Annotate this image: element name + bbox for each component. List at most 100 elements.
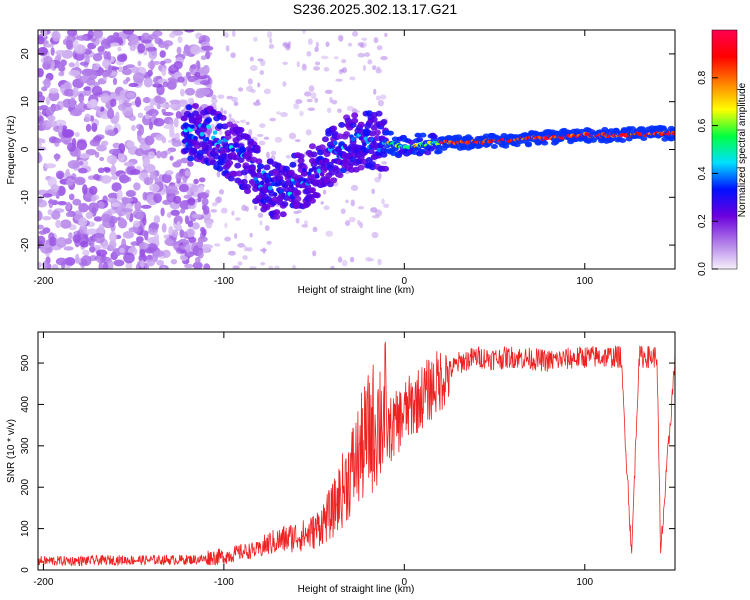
spectrogram-noise-cell	[306, 50, 312, 57]
spectrogram-noise-cell	[268, 44, 275, 49]
spectrogram-noise-cell	[78, 202, 89, 213]
spectrogram-noise-cell	[90, 240, 95, 247]
spectrogram-noise-cell	[347, 42, 353, 47]
spectrogram-halo-cell	[192, 103, 200, 110]
spectrogram-noise-cell	[45, 106, 55, 116]
spectrogram-ridge-cell	[256, 168, 262, 173]
spectrogram-ridge-cell	[199, 131, 205, 137]
spectrogram-noise-cell	[38, 94, 46, 103]
spectrogram-noise-cell	[58, 71, 65, 77]
spectrogram-halo-cell	[226, 159, 234, 166]
spectrogram-noise-cell	[38, 137, 44, 144]
spectrogram-noise-cell	[282, 61, 288, 66]
spectrogram-noise-cell	[75, 253, 80, 264]
spectrogram-noise-cell	[96, 144, 107, 152]
x-tick-label: 0	[402, 276, 408, 287]
spectrogram-noise-cell	[257, 82, 261, 88]
spectrogram-noise-cell	[377, 99, 384, 107]
spectrogram-noise-cell	[137, 43, 146, 54]
spectrogram-halo-cell	[435, 149, 443, 155]
spectrogram-noise-cell	[51, 210, 61, 220]
spectrogram-noise-cell	[374, 176, 381, 183]
spectrogram-noise-cell	[249, 232, 253, 238]
spectrogram-halo-cell	[430, 134, 438, 140]
spectrogram-noise-cell	[125, 261, 133, 269]
spectrogram-noise-cell	[55, 170, 65, 180]
spectrogram-noise-cell	[148, 48, 158, 60]
spectrogram-noise-cell	[113, 259, 125, 267]
spectrogram-noise-cell	[153, 249, 165, 257]
spectrogram-noise-cell	[187, 228, 194, 238]
spectrogram-ridge-cell	[288, 184, 294, 189]
spectrogram-noise-cell	[153, 117, 165, 127]
chart-title: S236.2025.302.13.17.G21	[292, 1, 458, 17]
spectrogram-noise-cell	[169, 155, 174, 161]
spectrogram-noise-cell	[180, 208, 186, 214]
spectrogram-noise-cell	[38, 230, 47, 235]
spectrogram-noise-cell	[43, 55, 53, 65]
spectrogram-noise-cell	[80, 241, 89, 248]
spectrogram-noise-cell	[125, 190, 136, 197]
spectrogram-halo-cell	[294, 195, 302, 202]
spectrogram-ridge-cell	[246, 155, 252, 161]
colorbar-gradient	[711, 29, 738, 270]
spectrogram-noise-cell	[190, 64, 197, 70]
spectrogram-noise-cell	[38, 110, 42, 117]
spectrogram-noise-cell	[320, 201, 324, 205]
spectrogram-noise-cell	[109, 239, 117, 250]
spectrogram-noise-cell	[170, 209, 181, 216]
spectrogram-noise-cell	[149, 183, 160, 193]
spectrogram-halo-cell	[234, 162, 242, 169]
spectrogram-noise-cell	[79, 224, 88, 234]
spectrogram-noise-cell	[73, 39, 79, 51]
spectrogram-noise-cell	[330, 265, 335, 269]
spectrogram-noise-cell	[340, 208, 346, 215]
spectrogram-noise-cell	[184, 170, 191, 177]
spectrogram-noise-cell	[94, 233, 105, 244]
spectrogram-noise-cell	[68, 193, 75, 201]
spectrogram-noise-cell	[371, 188, 376, 195]
spectrogram-noise-cell	[93, 173, 100, 181]
spectrogram-noise-cell	[379, 94, 387, 100]
spectrogram-noise-cell	[74, 147, 81, 159]
spectrogram-noise-cell	[60, 219, 72, 229]
spectrogram-noise-cell	[65, 211, 73, 218]
spectrogram-noise-cell	[178, 100, 189, 107]
spectrogram-noise-cell	[60, 84, 66, 94]
spectrogram-ridge-cell	[376, 147, 382, 152]
spectrogram-noise-cell	[381, 198, 385, 205]
spectrogram-noise-cell	[38, 146, 47, 152]
spectrogram-noise-cell	[246, 85, 254, 92]
spectrogram-noise-cell	[308, 85, 315, 92]
spectrogram-noise-cell	[38, 224, 44, 230]
spectrogram-noise-cell	[146, 243, 158, 252]
spectrogram-noise-cell	[47, 115, 56, 122]
spectrogram-noise-cell	[266, 240, 272, 245]
spectrogram-noise-cell	[116, 189, 123, 201]
spectrogram-noise-cell	[151, 112, 157, 119]
spectrogram-noise-cell	[119, 217, 125, 226]
spectrogram-noise-cell	[69, 97, 76, 109]
spectrogram-halo-cell	[321, 136, 329, 143]
spectrogram-noise-cell	[220, 207, 228, 214]
spectrogram-noise-cell	[74, 51, 85, 61]
spectrogram-noise-cell	[163, 58, 172, 64]
spectrogram-noise-cell	[169, 99, 181, 105]
spectrogram-noise-cell	[191, 222, 200, 230]
spectrogram-noise-cell	[88, 202, 99, 214]
spectrogram-noise-cell	[48, 90, 60, 102]
spectrogram-noise-cell	[148, 200, 155, 206]
spectrogram-halo-cell	[279, 211, 287, 218]
colorbar-label: Normalized spectral amplitude	[737, 82, 748, 217]
spectrogram-noise-cell	[138, 254, 148, 263]
spectrogram-noise-cell	[353, 109, 360, 113]
spectrogram-noise-cell	[184, 30, 195, 33]
spectrogram-noise-cell	[197, 238, 204, 249]
spectrogram-noise-cell	[171, 140, 182, 147]
spectrogram-noise-cell	[64, 256, 76, 266]
spectrogram-noise-cell	[163, 124, 174, 130]
spectrogram-noise-cell	[60, 59, 67, 67]
spectrogram-noise-cell	[248, 129, 253, 136]
spectrogram-noise-cell	[131, 66, 139, 74]
spectrogram-noise-cell	[128, 226, 140, 233]
